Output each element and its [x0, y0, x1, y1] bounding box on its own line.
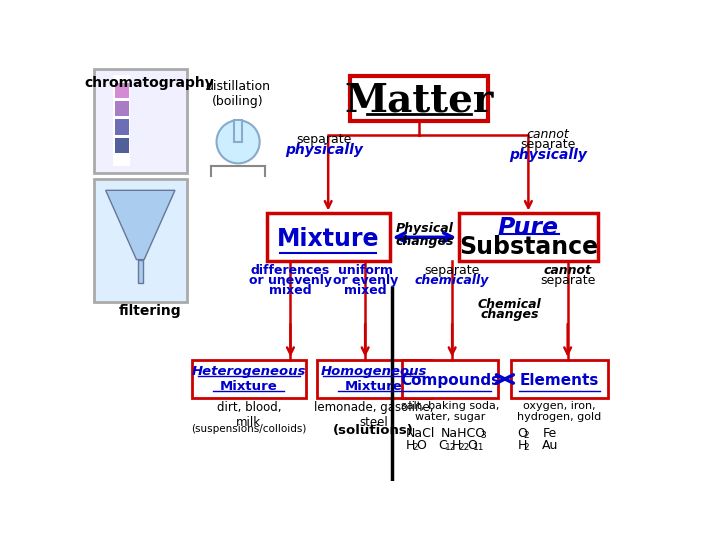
Text: physically: physically — [285, 143, 364, 157]
Bar — [115, 119, 129, 135]
FancyBboxPatch shape — [317, 360, 431, 398]
Text: 11: 11 — [473, 443, 485, 452]
Text: Mixture: Mixture — [277, 227, 379, 251]
Text: mixed: mixed — [344, 284, 387, 297]
Text: changes: changes — [395, 234, 454, 248]
Text: Substance: Substance — [459, 235, 598, 259]
Text: mixed: mixed — [269, 284, 312, 297]
Text: cannot: cannot — [544, 264, 592, 277]
Text: 3: 3 — [481, 431, 487, 440]
Bar — [113, 75, 130, 166]
Text: cannot: cannot — [526, 128, 569, 141]
Text: H: H — [518, 439, 527, 452]
Text: separate: separate — [540, 274, 595, 287]
Text: Pure: Pure — [498, 216, 559, 240]
Text: 2: 2 — [412, 443, 418, 452]
Text: or unevenly: or unevenly — [249, 274, 332, 287]
Text: differences: differences — [251, 264, 330, 277]
Text: Au: Au — [542, 439, 559, 452]
Text: (solutions): (solutions) — [333, 424, 414, 437]
Text: filtering: filtering — [119, 303, 181, 318]
Text: Fe: Fe — [542, 428, 557, 441]
Text: O: O — [417, 439, 427, 452]
Text: C: C — [438, 439, 447, 452]
FancyBboxPatch shape — [94, 69, 186, 173]
Text: Mixture: Mixture — [345, 380, 402, 393]
Text: 2: 2 — [523, 431, 529, 440]
Polygon shape — [106, 190, 175, 260]
Bar — [138, 260, 143, 283]
Text: distillation
(boiling): distillation (boiling) — [206, 80, 271, 108]
Text: Mixture: Mixture — [220, 380, 278, 393]
Text: Chemical: Chemical — [478, 298, 541, 311]
Text: H: H — [452, 439, 462, 452]
Text: H: H — [406, 439, 415, 452]
Text: physically: physically — [509, 148, 587, 162]
Text: changes: changes — [481, 308, 539, 321]
Text: separate: separate — [520, 138, 575, 151]
Text: dirt, blood,
milk: dirt, blood, milk — [217, 401, 281, 429]
FancyBboxPatch shape — [266, 213, 390, 261]
Text: O: O — [518, 428, 528, 441]
FancyBboxPatch shape — [350, 76, 488, 121]
Text: or evenly: or evenly — [333, 274, 397, 287]
Text: Heterogeneous: Heterogeneous — [192, 364, 306, 378]
Text: Compounds: Compounds — [400, 373, 500, 388]
Text: Elements: Elements — [520, 373, 599, 388]
Text: O: O — [467, 439, 477, 452]
Bar — [115, 101, 129, 117]
Text: chemically: chemically — [415, 274, 490, 287]
Text: separate: separate — [297, 132, 352, 146]
Text: (suspensions/colloids): (suspensions/colloids) — [192, 424, 307, 434]
Text: 22: 22 — [459, 443, 469, 452]
Bar — [234, 120, 242, 142]
FancyBboxPatch shape — [459, 213, 598, 261]
Text: lemonade, gasoline,
steel: lemonade, gasoline, steel — [314, 401, 433, 429]
Text: NaHCO: NaHCO — [441, 428, 486, 441]
Circle shape — [217, 120, 260, 164]
Bar — [115, 138, 129, 153]
Text: 12: 12 — [444, 443, 456, 452]
Text: 2: 2 — [523, 443, 529, 452]
FancyBboxPatch shape — [192, 360, 306, 398]
Bar — [115, 83, 129, 98]
Text: uniform: uniform — [338, 264, 392, 277]
Text: oxygen, iron,
hydrogen, gold: oxygen, iron, hydrogen, gold — [518, 401, 602, 422]
Text: salt, baking soda,
water, sugar: salt, baking soda, water, sugar — [401, 401, 500, 422]
Text: chromatography: chromatography — [85, 76, 215, 90]
Text: NaCl: NaCl — [406, 428, 436, 441]
FancyBboxPatch shape — [511, 360, 608, 398]
Text: Homogeneous: Homogeneous — [320, 364, 427, 378]
Text: Physical: Physical — [395, 221, 454, 234]
Text: Matter: Matter — [344, 81, 494, 119]
FancyBboxPatch shape — [94, 179, 186, 302]
FancyBboxPatch shape — [402, 360, 498, 398]
Text: separate: separate — [425, 264, 480, 277]
